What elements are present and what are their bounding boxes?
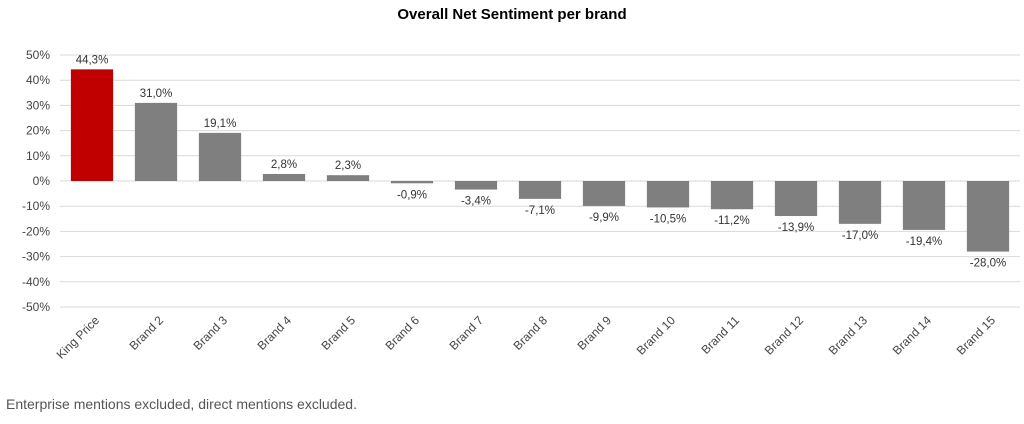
x-tick-label: Brand 12 bbox=[762, 313, 807, 358]
data-label: -0,9% bbox=[397, 189, 427, 201]
y-tick-label: 20% bbox=[26, 124, 50, 138]
bar bbox=[838, 181, 882, 224]
y-tick-label: 0% bbox=[33, 174, 51, 188]
data-label: -9,9% bbox=[589, 212, 619, 224]
bar bbox=[710, 181, 754, 210]
x-tick-label: King Price bbox=[54, 313, 103, 362]
data-label: -7,1% bbox=[525, 205, 555, 217]
data-label: 2,8% bbox=[271, 159, 297, 171]
data-label: -10,5% bbox=[650, 213, 686, 225]
x-tick-label: Brand 10 bbox=[634, 313, 679, 358]
y-tick-label: 30% bbox=[26, 98, 50, 112]
x-tick-label: Brand 11 bbox=[698, 313, 742, 357]
bar bbox=[518, 181, 562, 199]
data-label: 2,3% bbox=[335, 160, 361, 172]
bar bbox=[70, 69, 114, 181]
data-label: -19,4% bbox=[906, 236, 942, 248]
x-tick-label: Brand 14 bbox=[890, 313, 935, 358]
x-tick-label: Brand 15 bbox=[954, 313, 999, 358]
y-tick-label: -10% bbox=[22, 199, 50, 213]
y-tick-label: -50% bbox=[22, 300, 50, 314]
bar bbox=[902, 181, 946, 230]
y-tick-label: -20% bbox=[22, 224, 50, 238]
data-label: -13,9% bbox=[778, 222, 814, 234]
x-tick-label: Brand 13 bbox=[826, 313, 871, 358]
y-tick-label: 50% bbox=[26, 48, 50, 62]
bar bbox=[454, 181, 498, 190]
x-tick-label: Brand 7 bbox=[447, 313, 487, 353]
bar bbox=[326, 175, 370, 181]
bar bbox=[646, 181, 690, 208]
x-tick-label: Brand 4 bbox=[255, 313, 295, 353]
x-tick-label: Brand 5 bbox=[319, 313, 359, 353]
data-label: 44,3% bbox=[76, 54, 109, 66]
bar bbox=[390, 181, 434, 184]
y-tick-label: -30% bbox=[22, 250, 50, 264]
x-tick-label: Brand 6 bbox=[383, 313, 423, 353]
bar bbox=[966, 181, 1010, 252]
bar bbox=[582, 181, 626, 206]
y-tick-label: 40% bbox=[26, 73, 50, 87]
x-tick-label: Brand 9 bbox=[575, 313, 615, 353]
x-tick-label: Brand 2 bbox=[127, 313, 167, 353]
chart-title: Overall Net Sentiment per brand bbox=[397, 6, 627, 23]
y-tick-label: 10% bbox=[26, 149, 50, 163]
bar bbox=[262, 173, 306, 181]
data-label: 31,0% bbox=[140, 88, 173, 100]
data-label: 19,1% bbox=[204, 118, 237, 130]
footnote: Enterprise mentions excluded, direct men… bbox=[6, 396, 357, 412]
bar-chart: 50% 40% 30% 20% 10% 0% -10% -20% -30% -40% -50% 44,… bbox=[22, 48, 1020, 362]
bar bbox=[198, 132, 242, 181]
data-label: -28,0% bbox=[970, 258, 1006, 270]
bar bbox=[774, 181, 818, 217]
data-label: -11,2% bbox=[714, 215, 750, 227]
data-label: -17,0% bbox=[842, 230, 878, 242]
y-tick-label: -40% bbox=[22, 275, 50, 289]
bar bbox=[134, 102, 178, 181]
x-tick-label: Brand 3 bbox=[191, 313, 231, 353]
x-tick-label: Brand 8 bbox=[511, 313, 551, 353]
data-label: -3,4% bbox=[461, 196, 491, 208]
